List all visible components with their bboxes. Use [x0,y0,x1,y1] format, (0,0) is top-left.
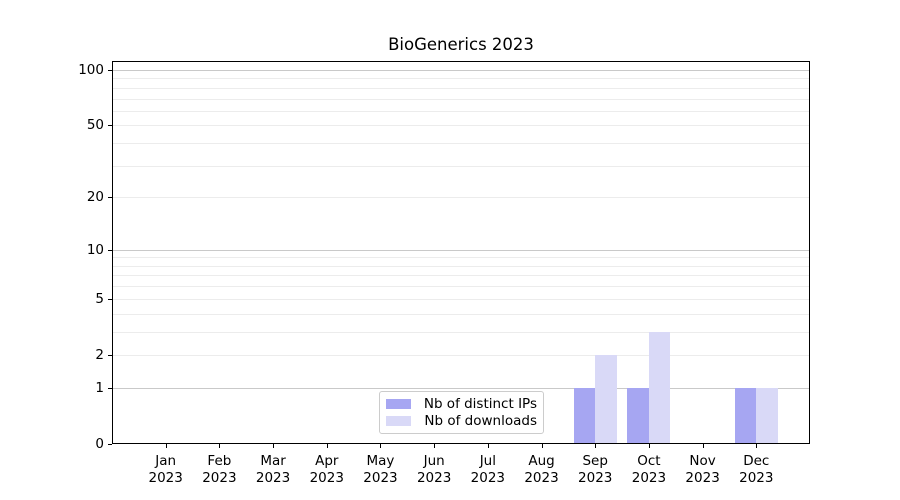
y-tick-10 [108,249,112,251]
bar-downloads-oct [648,331,671,444]
x-tick-feb [219,444,221,448]
gridline-minor-6 [113,286,809,288]
x-tick-label-apr: Apr 2023 [309,453,344,486]
y-tick-label-5: 5 [95,290,104,307]
x-tick-apr [326,444,328,448]
gridline-minor-80 [113,87,809,89]
y-tick-label-50: 50 [86,117,104,134]
gridline-minor-70 [113,98,809,100]
x-tick-oct [648,444,650,448]
y-tick-1 [108,387,112,389]
y-tick-label-1: 1 [95,379,104,396]
gridline-minor-90 [113,78,809,80]
x-tick-label-nov: Nov 2023 [685,453,720,486]
gridline-major-1 [113,387,809,389]
legend-item-downloads: Nb of downloads [386,413,537,429]
gridline-major-100 [113,69,809,71]
gridline-minor-4 [113,313,809,315]
y-tick-label-0: 0 [95,436,104,452]
x-tick-sep [595,444,597,448]
legend-swatch-distinct-ips [386,398,411,409]
bar-downloads-dec [756,387,778,444]
x-tick-jan [165,444,167,448]
gridline-minor-50 [113,125,809,127]
y-tick-0 [108,444,112,445]
gridline-minor-3 [113,331,809,333]
x-tick-aug [541,444,543,448]
x-tick-label-oct: Oct 2023 [631,453,667,486]
gridline-minor-9 [113,257,809,259]
legend-label-downloads: Nb of downloads [424,413,537,430]
chart-title: BioGenerics 2023 [388,35,534,54]
bar-distinct-ips-dec [734,387,757,444]
gridline-minor-8 [113,265,809,267]
bar-downloads-sep [595,354,617,444]
x-tick-label-jan: Jan 2023 [148,453,183,486]
y-tick-50 [108,125,112,127]
x-tick-label-may: May 2023 [363,453,398,486]
y-tick-label-20: 20 [86,189,104,206]
bar-distinct-ips-oct [627,387,649,444]
y-tick-label-2: 2 [95,346,104,363]
x-tick-label-jul: Jul 2023 [470,453,506,486]
legend-item-distinct-ips: Nb of distinct IPs [386,396,537,412]
bar-distinct-ips-sep [573,387,596,444]
x-tick-label-jun: Jun 2023 [416,453,452,486]
y-tick-20 [108,197,112,199]
legend: Nb of distinct IPs Nb of downloads [379,391,544,434]
gridline-minor-30 [113,165,809,167]
x-tick-label-feb: Feb 2023 [202,453,237,486]
x-tick-label-dec: Dec 2023 [739,453,774,486]
gridline-minor-2 [113,354,809,356]
legend-label-distinct-ips: Nb of distinct IPs [423,395,537,412]
gridline-major-10 [113,249,809,251]
x-tick-may [380,444,382,448]
y-tick-5 [108,298,112,300]
x-tick-label-sep: Sep 2023 [578,453,613,486]
legend-swatch-downloads [386,416,412,427]
y-tick-label-10: 10 [86,241,104,258]
plot-frame [112,61,810,444]
x-tick-nov [702,444,704,448]
x-tick-label-aug: Aug 2023 [524,453,559,486]
gridline-minor-5 [113,298,809,300]
gridline-minor-7 [113,275,809,277]
y-tick-100 [108,69,112,71]
gridline-minor-40 [113,143,809,145]
x-tick-jun [434,444,436,448]
gridline-minor-60 [113,110,809,112]
gridline-minor-20 [113,197,809,199]
x-tick-label-mar: Mar 2023 [255,453,291,486]
y-tick-2 [108,354,112,356]
y-tick-label-100: 100 [78,61,104,78]
x-tick-jul [487,444,489,448]
x-tick-dec [756,444,758,448]
x-tick-mar [273,444,275,448]
